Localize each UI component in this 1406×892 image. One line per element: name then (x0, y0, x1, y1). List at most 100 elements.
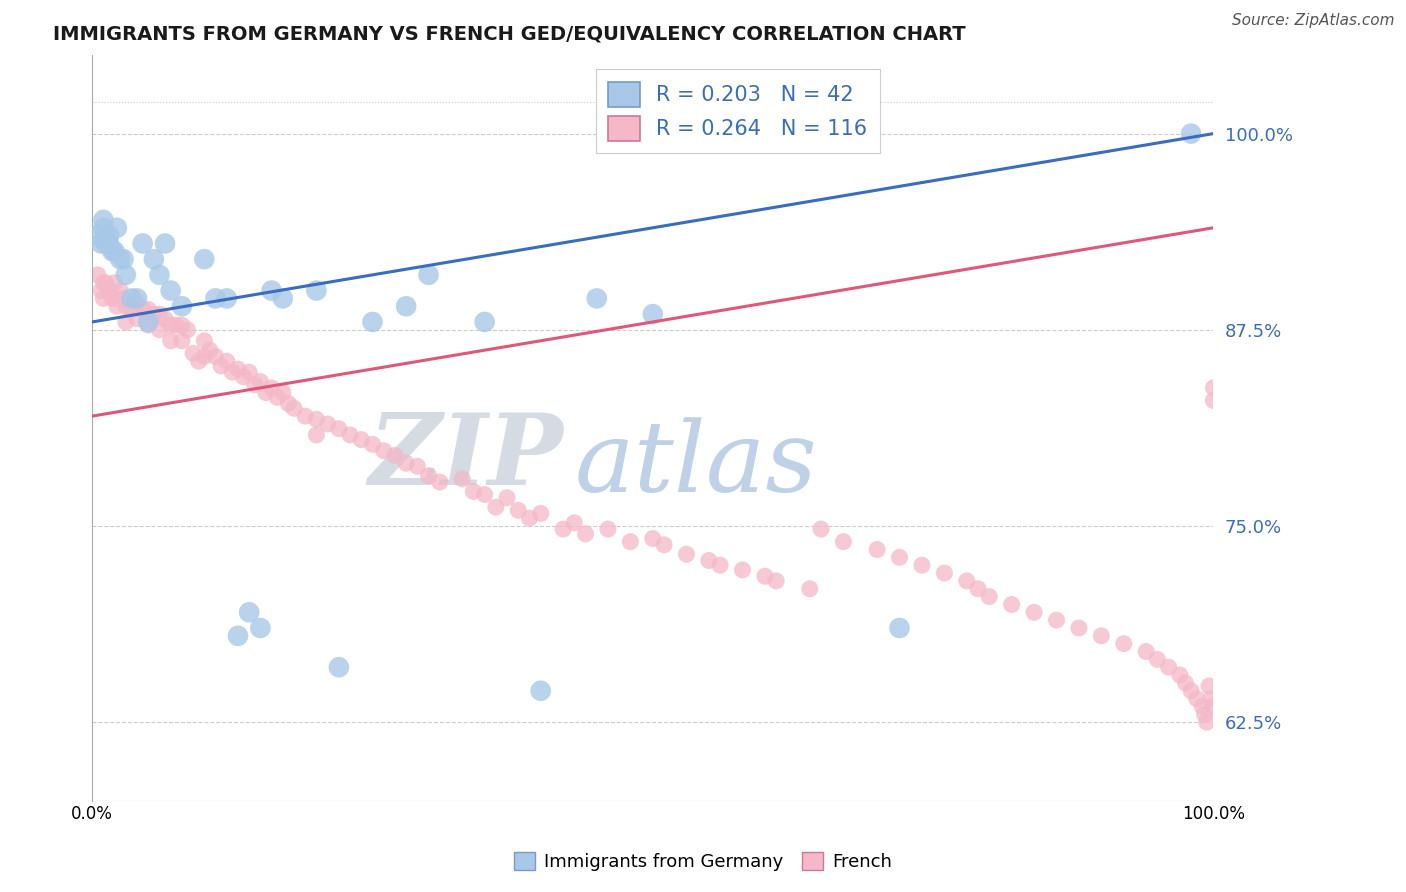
Point (221, 365, 243, 379)
Point (967, 582, 990, 596)
Point (125, 311, 148, 326)
Point (731, 563, 754, 577)
Point (451, 472, 474, 486)
Point (181, 346, 204, 360)
Point (142, 307, 165, 321)
Text: ZIP: ZIP (368, 409, 564, 506)
Point (215, 292, 238, 306)
Point (1090, 629, 1112, 643)
Point (1201, 699, 1223, 714)
Point (305, 428, 328, 442)
Point (979, 590, 1001, 604)
Point (956, 574, 979, 588)
Point (159, 334, 181, 348)
Point (254, 385, 277, 400)
Point (104, 244, 127, 259)
Point (619, 534, 641, 549)
Text: Source: ZipAtlas.com: Source: ZipAtlas.com (1232, 13, 1395, 29)
Point (204, 350, 226, 364)
Point (142, 252, 165, 267)
Point (395, 456, 418, 470)
Point (810, 522, 832, 536)
Point (125, 296, 148, 310)
Point (1202, 381, 1225, 395)
Point (574, 526, 596, 541)
Point (675, 547, 697, 561)
Point (395, 299, 418, 313)
Point (585, 292, 607, 306)
Point (765, 574, 787, 588)
Point (153, 311, 176, 326)
Point (104, 292, 127, 306)
Point (260, 284, 283, 298)
Point (328, 660, 350, 674)
Point (1001, 598, 1024, 612)
Point (266, 390, 288, 404)
Point (889, 550, 911, 565)
Point (474, 487, 496, 501)
Point (243, 377, 266, 392)
Point (316, 417, 339, 431)
Point (226, 362, 249, 376)
Point (1194, 707, 1216, 722)
Point (709, 558, 731, 573)
Point (1067, 621, 1090, 635)
Point (799, 582, 821, 596)
Point (193, 334, 215, 348)
Point (641, 532, 664, 546)
Point (98, 228, 121, 243)
Point (105, 299, 128, 313)
Point (226, 629, 249, 643)
Point (98, 284, 121, 298)
Point (187, 354, 209, 368)
Point (170, 334, 193, 348)
Point (1146, 652, 1168, 666)
Point (463, 484, 485, 499)
Legend: Immigrants from Germany, French: Immigrants from Germany, French (506, 845, 900, 879)
Point (641, 307, 664, 321)
Point (277, 396, 299, 410)
Point (98, 236, 121, 251)
Point (328, 422, 350, 436)
Point (238, 605, 260, 619)
Point (131, 302, 153, 317)
Point (193, 350, 215, 364)
Point (93, 213, 115, 227)
Point (260, 381, 283, 395)
Point (754, 569, 776, 583)
Point (553, 522, 575, 536)
Point (165, 318, 187, 332)
Point (90, 236, 112, 251)
Point (101, 292, 124, 306)
Point (87, 268, 110, 282)
Point (361, 437, 384, 451)
Point (108, 284, 131, 298)
Point (294, 409, 316, 423)
Point (176, 323, 198, 337)
Point (170, 318, 193, 332)
Point (485, 500, 508, 515)
Point (125, 292, 148, 306)
Point (305, 284, 328, 298)
Point (159, 318, 181, 332)
Point (474, 315, 496, 329)
Point (114, 268, 136, 282)
Point (93, 220, 115, 235)
Point (1180, 683, 1202, 698)
Point (1174, 676, 1197, 690)
Point (215, 354, 238, 368)
Point (232, 370, 254, 384)
Point (350, 433, 373, 447)
Point (1195, 715, 1218, 730)
Point (1045, 613, 1067, 627)
Text: atlas: atlas (574, 417, 817, 513)
Point (1168, 668, 1191, 682)
Point (153, 236, 176, 251)
Point (148, 268, 170, 282)
Point (418, 468, 440, 483)
Point (1157, 660, 1180, 674)
Point (697, 553, 720, 567)
Point (249, 621, 271, 635)
Point (198, 343, 221, 358)
Point (496, 491, 519, 505)
